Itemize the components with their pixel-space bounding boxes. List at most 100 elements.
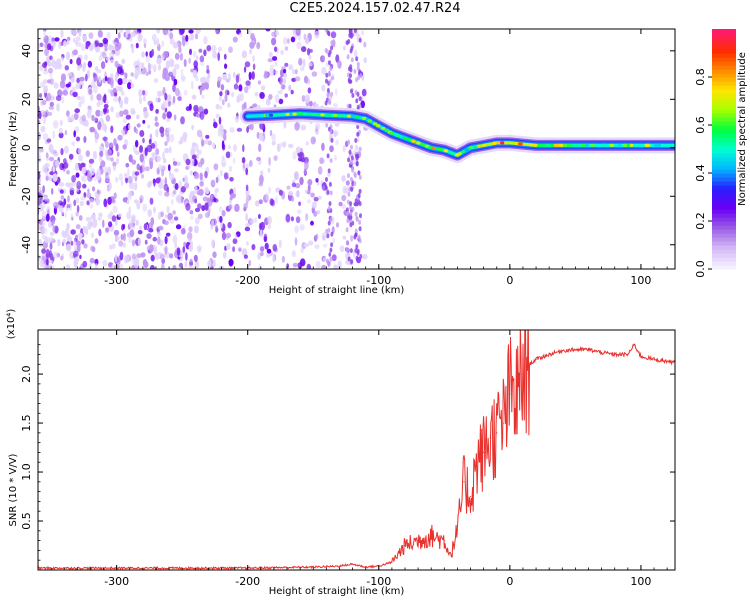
colorbar-swatch bbox=[712, 57, 736, 62]
ridge-blob bbox=[292, 112, 297, 116]
ridge-blob bbox=[617, 143, 622, 147]
ridge-blob bbox=[376, 124, 381, 128]
colorbar-swatch bbox=[712, 241, 736, 246]
snr-ytick-label: 1.5 bbox=[20, 414, 33, 432]
snr-point bbox=[443, 540, 445, 542]
ridge-blob bbox=[581, 143, 586, 147]
ridge-signal bbox=[239, 105, 675, 164]
snr-xtick-label: 0 bbox=[506, 575, 513, 588]
colorbar-swatch bbox=[712, 209, 736, 214]
colorbar-swatch bbox=[712, 237, 736, 242]
colorbar-swatch bbox=[712, 253, 736, 258]
colorbar-swatch bbox=[712, 197, 736, 202]
ridge-blob bbox=[411, 139, 416, 143]
ridge-blob bbox=[653, 143, 658, 147]
ridge-blob bbox=[430, 146, 436, 150]
colorbar-swatch bbox=[712, 233, 736, 238]
snr-ytick-label: 2.0 bbox=[20, 365, 33, 383]
colorbar-swatch bbox=[712, 177, 736, 182]
snr-point bbox=[391, 561, 393, 563]
colorbar-swatch bbox=[712, 137, 736, 142]
ridge-blob bbox=[529, 143, 535, 147]
ridge-blob bbox=[567, 143, 572, 147]
colorbar-swatch bbox=[712, 133, 736, 138]
ridge-blob bbox=[333, 113, 338, 118]
snr-frame bbox=[37, 329, 676, 571]
snr-point bbox=[509, 393, 511, 395]
snr-point bbox=[476, 461, 478, 463]
snr-point bbox=[469, 495, 472, 498]
snr-point bbox=[417, 540, 419, 542]
snr-point bbox=[404, 544, 406, 547]
snr-series bbox=[38, 330, 675, 570]
colorbar-swatch bbox=[712, 149, 736, 154]
ridge-blob bbox=[350, 114, 356, 118]
ridge-blob bbox=[553, 143, 559, 147]
ridge-blob bbox=[380, 126, 386, 130]
snr-xtick-label: -300 bbox=[104, 575, 129, 588]
spec-xtick-label: 0 bbox=[506, 274, 513, 287]
colorbar-swatch bbox=[712, 69, 736, 74]
colorbar-tick-label: 0.2 bbox=[694, 212, 707, 230]
snr-point bbox=[456, 530, 458, 532]
spec-xlabel: Height of straight line (km) bbox=[269, 285, 405, 296]
noise-speckle bbox=[38, 29, 369, 269]
snr-point bbox=[312, 566, 314, 568]
ridge-blob bbox=[601, 143, 607, 147]
colorbar-swatch bbox=[712, 97, 736, 102]
colorbar-swatch bbox=[712, 81, 736, 86]
ridge-blob bbox=[644, 143, 649, 147]
colorbar-swatch bbox=[712, 165, 736, 170]
spec-xtick-label: -300 bbox=[104, 274, 129, 287]
ridge-blob bbox=[367, 119, 372, 123]
snr-multiplier: (x10⁴) bbox=[6, 309, 17, 340]
colorbar-swatch bbox=[712, 61, 736, 66]
ridge-blob bbox=[492, 141, 497, 145]
snr-point bbox=[483, 451, 485, 453]
snr-point bbox=[352, 563, 354, 565]
ridge-blob bbox=[389, 131, 394, 135]
colorbar-swatch bbox=[712, 77, 736, 82]
snr-point bbox=[535, 358, 537, 360]
colorbar-swatch bbox=[712, 33, 736, 38]
ridge-blob bbox=[372, 122, 378, 126]
colorbar-swatch bbox=[712, 157, 736, 162]
colorbar-tick-label: 0.8 bbox=[694, 68, 707, 86]
ridge-blob bbox=[320, 113, 325, 117]
colorbar-swatch bbox=[712, 217, 736, 222]
snr-point bbox=[653, 358, 655, 360]
colorbar-swatch bbox=[712, 113, 736, 118]
spec-xtick-label: -100 bbox=[366, 274, 391, 287]
ridge-blob bbox=[437, 147, 443, 151]
snr-point bbox=[561, 350, 563, 352]
colorbar-swatch bbox=[712, 53, 736, 58]
snr-point bbox=[574, 349, 577, 351]
colorbar-swatch bbox=[712, 73, 736, 78]
colorbar-swatch bbox=[712, 45, 736, 50]
ridge-blob bbox=[285, 112, 290, 116]
ridge-blob bbox=[584, 143, 590, 147]
ridge-blob bbox=[362, 116, 367, 120]
colorbar-swatch bbox=[712, 145, 736, 150]
ridge-blob bbox=[346, 114, 352, 118]
colorbar-swatch bbox=[712, 125, 736, 130]
ridge-blob bbox=[518, 142, 523, 146]
spec-ytick-label: 40 bbox=[20, 44, 33, 58]
colorbar-swatch bbox=[712, 185, 736, 190]
spec-ytick-label: 20 bbox=[20, 92, 33, 106]
spec-ylabel: Frequency (Hz) bbox=[8, 111, 19, 187]
snr-point bbox=[640, 355, 642, 357]
colorbar: 0.0 0.2 0.4 0.6 0.8 Normalized spectral ampli… bbox=[694, 29, 748, 278]
ridge-blob bbox=[302, 112, 307, 116]
ridge-blob bbox=[394, 133, 399, 137]
colorbar-swatch bbox=[712, 37, 736, 42]
snr-point bbox=[587, 349, 590, 351]
ridge-blob bbox=[464, 148, 469, 152]
snr-point bbox=[528, 363, 531, 365]
snr-point bbox=[548, 353, 550, 356]
ridge-blob bbox=[416, 141, 421, 145]
snr-panel: -300 -200 -100 0 100 0.5 1.0 1.5 2.0 Height of st… bbox=[6, 309, 676, 597]
colorbar-swatch bbox=[712, 245, 736, 250]
